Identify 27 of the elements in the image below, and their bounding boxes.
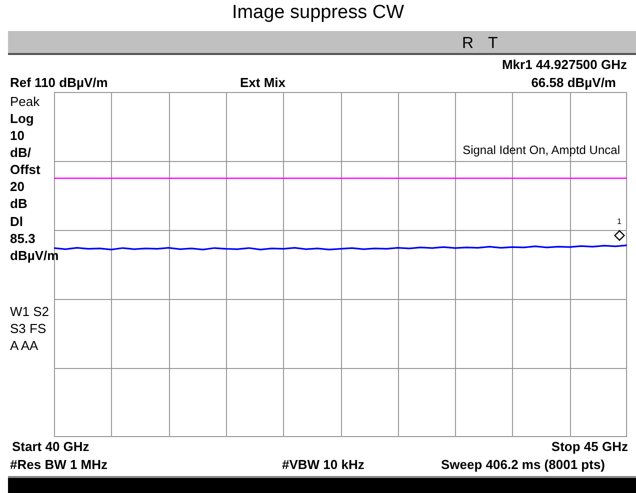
chart-title: Image suppress CW <box>230 2 406 24</box>
text: Signal Ident On, Amptd Uncal <box>462 143 620 157</box>
text: 85.3 <box>10 231 36 246</box>
text: Ext Mix <box>240 75 286 90</box>
text: R <box>462 35 474 53</box>
text: 10 <box>10 128 24 143</box>
text: Offst <box>10 162 40 177</box>
text: 20 <box>10 179 24 194</box>
text: Sweep 406.2 ms (8001 pts) <box>440 457 605 472</box>
text: #VBW 10 kHz <box>282 457 364 472</box>
text: T <box>488 35 498 53</box>
text: Start 40 GHz <box>12 439 90 454</box>
text: 1 <box>617 217 622 227</box>
text: W1 S2 <box>10 304 50 319</box>
text: #Res BW 1 MHz <box>10 457 108 472</box>
text: Stop 45 GHz <box>551 439 628 454</box>
annotation: dBµV/m <box>10 248 59 263</box>
text: Mkr1 44.927500 GHz <box>502 57 627 72</box>
text: dB/ <box>10 145 31 160</box>
text: Dl <box>10 214 23 229</box>
text: 66.58 dBµV/m <box>531 75 616 90</box>
text: dB <box>10 196 28 211</box>
text: A AA <box>10 338 38 353</box>
text: Log <box>10 111 34 126</box>
text: S3 FS <box>10 321 46 336</box>
text: Peak <box>10 94 40 109</box>
text: Ref 110 dBµV/m <box>10 75 108 90</box>
